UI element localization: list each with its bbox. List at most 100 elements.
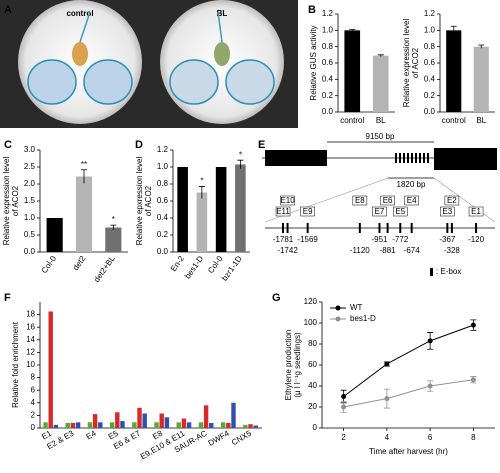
bar (177, 167, 188, 252)
bar (142, 413, 147, 428)
error-bar (81, 169, 87, 184)
bar (92, 414, 98, 428)
point (341, 394, 347, 399)
x-tick-label: 8 (471, 433, 476, 442)
y-tick-label: 0.6 (157, 196, 169, 205)
span-label: 9150 bp (366, 132, 395, 141)
bar (159, 413, 164, 428)
bar (243, 424, 248, 428)
e-box (282, 223, 285, 233)
panel-label: B (308, 4, 316, 16)
position-label: -951 (371, 235, 388, 244)
exon (423, 153, 425, 163)
e-box-frame (444, 195, 460, 206)
y-tick-label: 6 (31, 385, 36, 394)
error-bar (349, 29, 356, 32)
x-tick-label: E1 (40, 428, 53, 441)
x-tick-label: E5 (107, 428, 120, 441)
x-tick-label: E4 (85, 428, 98, 441)
panel-label: A (4, 4, 12, 16)
point (427, 383, 433, 389)
exon (407, 153, 409, 163)
position-label: -367 (439, 235, 456, 244)
y-axis-label: Ethylene production (284, 330, 293, 401)
position-label: -881 (380, 246, 397, 255)
point (384, 396, 390, 402)
bar (215, 167, 227, 252)
span-label: 1820 bp (397, 180, 426, 189)
bar (70, 422, 76, 428)
y-tick-label: 14 (26, 335, 35, 344)
legend-marker (335, 305, 341, 311)
y-tick-label: 0.8 (322, 42, 334, 51)
panel-label: F (4, 292, 11, 304)
y-axis-label: of ACO2 (11, 185, 20, 216)
e-box (286, 223, 289, 233)
y-tick-label: 16 (26, 322, 35, 331)
e-box-label: E7 (375, 207, 385, 216)
bar (105, 227, 122, 252)
y-tick-label: 3.0 (24, 145, 36, 154)
panel-label: G (272, 292, 281, 304)
y-axis-label: Relative fold enrichment (11, 321, 20, 408)
y-tick-label: 1.0 (24, 213, 36, 222)
error-bar (450, 25, 457, 35)
bar (75, 176, 93, 252)
bar (137, 407, 142, 428)
bar (48, 311, 53, 428)
legend-marker (335, 316, 341, 322)
axes (39, 302, 262, 429)
panel-label: D (135, 139, 143, 151)
point (341, 404, 347, 410)
x-tick-label: DWF4 (207, 428, 232, 447)
e-box (475, 223, 478, 233)
e-box-frame (352, 195, 368, 206)
photo-label: BL (217, 9, 228, 18)
seedling (169, 11, 275, 105)
e-box-frame (380, 195, 395, 206)
zoom (433, 177, 496, 223)
y-tick-label: 1.2 (157, 145, 169, 154)
y-tick-label: 0.0 (424, 107, 436, 116)
exon (411, 153, 413, 163)
bar (53, 424, 59, 428)
root (217, 11, 223, 43)
e-box-label: E11 (276, 207, 290, 216)
y-tick-label: 0.6 (424, 58, 436, 67)
y-axis-label: Relative expression level (402, 19, 411, 108)
significance: ** (81, 160, 87, 169)
e-box-frame (440, 206, 455, 217)
x-tick-label: 4 (385, 433, 390, 442)
error-bar (110, 224, 117, 230)
bar (46, 218, 63, 252)
x-axis-label: Time after harvest (hr) (369, 447, 448, 456)
bar (198, 422, 204, 428)
y-tick-label: 1.2 (424, 9, 436, 18)
y-tick-label: 1.0 (424, 25, 436, 34)
e-box-label: E9 (303, 207, 313, 216)
y-tick-label: 0.0 (322, 107, 334, 116)
bar (109, 422, 115, 428)
e-box-frame (372, 206, 387, 217)
e-box (306, 223, 309, 233)
x-tick-label: En-2 (169, 254, 186, 273)
leaf (27, 59, 77, 105)
y-tick-label: 2.5 (24, 162, 36, 171)
exon (403, 153, 405, 163)
y-tick-label: 18 (26, 310, 35, 319)
exon (395, 153, 397, 163)
bar (446, 30, 462, 112)
bar (209, 422, 214, 428)
y-tick-label: 80 (308, 339, 317, 348)
y-tick-label: 60 (308, 360, 317, 369)
e-box (446, 223, 449, 233)
leaf (225, 59, 275, 105)
bar (154, 422, 159, 428)
x-tick-label: E8 (151, 428, 164, 441)
e-box-label: E1 (471, 207, 481, 216)
cotyledon (214, 42, 230, 66)
bar (98, 422, 103, 428)
y-tick-label: 120 (304, 297, 318, 306)
x-tick-label: BL (476, 116, 486, 125)
bar (372, 55, 389, 112)
